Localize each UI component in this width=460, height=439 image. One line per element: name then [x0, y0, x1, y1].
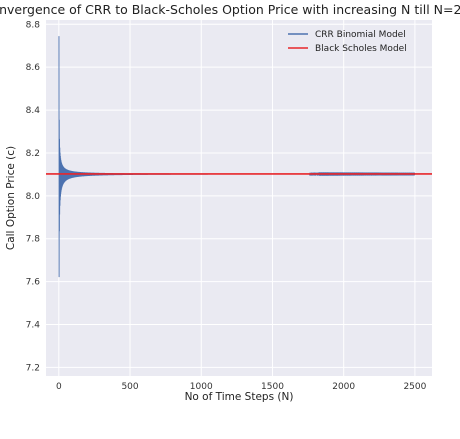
- legend: CRR Binomial Model Black Scholes Model: [288, 30, 407, 54]
- y-tick-label: 7.8: [26, 235, 41, 245]
- x-tick-label: 0: [56, 382, 62, 392]
- y-tick-label: 8.8: [26, 20, 41, 30]
- x-tick-label: 1000: [190, 382, 213, 392]
- grid: [46, 20, 432, 376]
- x-tick-label: 2500: [403, 382, 426, 392]
- legend-label-black-scholes: Black Scholes Model: [315, 44, 407, 54]
- x-axis-label: No of Time Steps (N): [185, 391, 294, 403]
- y-tick-label: 8.4: [26, 106, 41, 116]
- x-tick-label: 2000: [332, 382, 355, 392]
- y-tick-label: 8.0: [26, 192, 41, 202]
- y-tick-label: 8.6: [26, 63, 41, 73]
- chart-title: Convergence of CRR to Black-Scholes Opti…: [0, 2, 460, 17]
- y-tick-label: 7.2: [26, 363, 40, 373]
- x-tick-label: 500: [121, 382, 138, 392]
- y-axis-label: Call Option Price (c): [5, 146, 17, 250]
- y-tick-label: 8.2: [26, 149, 40, 159]
- y-tick-label: 7.4: [26, 321, 41, 331]
- plot-area: [46, 20, 432, 376]
- y-axis-ticks: 7.2 7.4 7.6 7.8 8.0 8.2 8.4 8.6 8.8: [26, 20, 41, 373]
- x-axis-ticks: 0 500 1000 1500 2000 2500: [56, 382, 427, 392]
- legend-label-crr: CRR Binomial Model: [315, 30, 406, 40]
- x-tick-label: 1500: [261, 382, 284, 392]
- y-tick-label: 7.6: [26, 278, 41, 288]
